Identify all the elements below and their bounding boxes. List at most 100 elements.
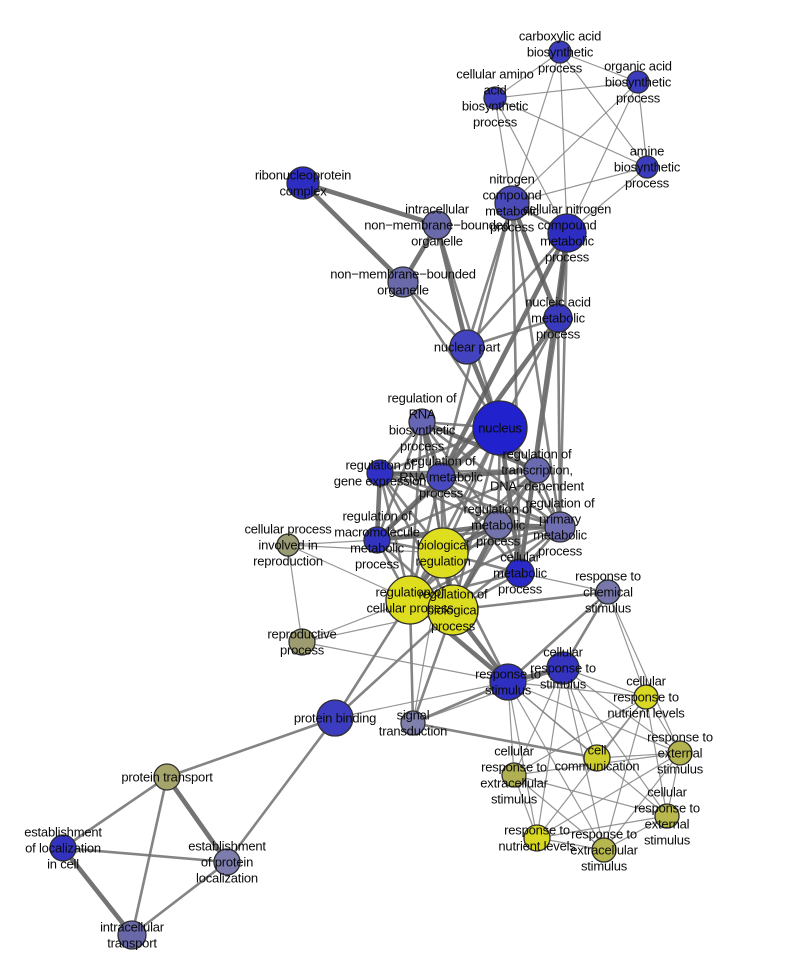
node-intranmb[interactable]: intracellular non-membrane-bounded organ… <box>422 210 452 240</box>
node-respext[interactable]: response to external stimulus <box>667 740 693 766</box>
edge-cpir-reprod <box>287 544 303 643</box>
edge-organic-cellnitro <box>566 81 639 234</box>
node-pb[interactable]: protein binding <box>316 699 354 737</box>
node-label-cellrespext: cellular response to external stimulus <box>634 785 700 848</box>
edge-carb-amine <box>559 51 648 168</box>
edge-cellmetab-respchem <box>519 572 609 593</box>
edge-cpir-regmacromol <box>287 539 378 546</box>
edge-intranmb-nucleus <box>435 223 502 430</box>
node-intratrans[interactable]: intracellular transport <box>117 920 147 950</box>
node-cellrespnutr[interactable]: cellular response to nutrient levels <box>633 684 659 710</box>
edge-respstim-respnutr <box>507 681 538 839</box>
edge-nitrogen-nucleicacid <box>509 200 561 321</box>
edge-carb-organic <box>559 51 639 83</box>
node-rnp[interactable]: ribonucleoprotein complex <box>286 166 320 200</box>
edge-regrnametab-regprimary <box>439 475 562 529</box>
edge-cellrespxcell-respxcell <box>513 774 605 851</box>
edge-respext-respxcell <box>603 752 681 851</box>
node-label-nmb: non−membrane−bounded organelle <box>330 267 476 298</box>
node-label-regmetab: regulation of metabolic process <box>464 502 534 549</box>
node-label-nuclearpart: nuclear part <box>434 340 501 355</box>
node-estprotloc[interactable]: establishment of protein localization <box>213 848 241 876</box>
edge-amino-cellnitro <box>494 97 568 234</box>
node-regprimary[interactable]: regulation of primary metabolic process <box>544 511 576 543</box>
node-regbio[interactable]: regulation of biological process <box>427 584 479 636</box>
node-respnutr[interactable]: response to nutrient levels <box>523 824 551 852</box>
node-label-nitrogen: nitrogen compound metabolic process <box>482 172 541 235</box>
edge-respchem-regbio <box>451 590 610 612</box>
node-cellnitro[interactable]: cellular nitrogen compound metabolic pro… <box>547 213 587 253</box>
node-label-reggeneexp: regulation of gene expression <box>334 458 426 489</box>
node-regrnabio[interactable]: regulation of RNA biosynthetic process <box>408 408 436 436</box>
node-label-pb: protein binding <box>294 711 376 726</box>
node-label-regmacromol: regulation of macromolecule metabolic proce… <box>334 509 420 572</box>
edge-cellnitro-regprimary <box>558 231 569 529</box>
edge-reggeneexp-regbio <box>378 471 455 612</box>
node-nucleus[interactable]: nucleus <box>472 400 528 456</box>
edge-amino-amine <box>494 97 648 168</box>
edge-carb-amino <box>494 51 561 99</box>
edge-st-bioreg <box>412 552 444 724</box>
node-label-rnp: ribonucleoprotein complex <box>255 168 351 199</box>
node-respxcell[interactable]: response to extracellular stimulus <box>591 837 617 863</box>
node-nmb[interactable]: non-membrane-bounded organelle <box>387 266 419 298</box>
node-label-respxcell: response to extracellular stimulus <box>570 827 638 874</box>
node-label-cellrespstim: cellular response to stimulus <box>530 645 596 692</box>
edge-nucleus-regcell <box>408 426 502 602</box>
edge-prottrans-estprotloc <box>164 774 230 865</box>
node-regmacromol[interactable]: regulation of macromolecule metabolic pr… <box>363 526 391 554</box>
node-carb[interactable]: carboxylic acid biosynthetic process <box>548 40 572 64</box>
node-amine[interactable]: amine biosynthetic process <box>635 155 659 179</box>
node-respchem[interactable]: response to chemical stimulus <box>595 579 621 605</box>
node-nuclearpart[interactable]: nuclear part <box>449 329 485 365</box>
edge-organic-amine <box>637 81 648 168</box>
node-label-amine: amine biosynthetic process <box>614 144 681 191</box>
edge-cpir-bioreg <box>287 544 444 554</box>
node-regrnametab[interactable]: regulation of RNA metabolic process <box>426 462 456 492</box>
node-label-respext: response to external stimulus <box>647 730 713 777</box>
edge-respext-cellcomm <box>596 752 681 759</box>
edge-regtransdna-regmacromol <box>375 468 539 542</box>
node-label-carb: carboxylic acid biosynthetic process <box>519 29 601 76</box>
node-reprod[interactable]: reproductive process <box>288 628 316 656</box>
edge-nucleicacid-regprimary <box>556 316 562 529</box>
node-cellcomm[interactable]: cell communication <box>583 744 611 772</box>
edges-layer <box>60 51 681 938</box>
edge-prottrans-pb <box>165 716 337 779</box>
node-bioreg[interactable]: biological regulation <box>417 527 469 579</box>
node-estlocincell[interactable]: establishment of localization in cell <box>49 834 77 862</box>
edge-rnp-nmb <box>300 180 406 285</box>
edge-regrnabio-regcell <box>408 420 424 602</box>
node-st[interactable]: signal transduction <box>400 710 426 736</box>
node-label-respchem: response to chemical stimulus <box>575 569 641 616</box>
node-label-cellrespnutr: cellular response to nutrient levels <box>607 674 685 721</box>
edge-amino-nitrogen <box>494 97 513 204</box>
edge-nitrogen-regprimary <box>510 201 562 529</box>
node-nucleicacid[interactable]: nucleic acid metabolic process <box>543 303 573 333</box>
edge-pb-regbio <box>333 608 455 720</box>
node-label-respnutr: response to nutrient levels <box>498 823 576 854</box>
edge-cellrespstim-cellrespxcell <box>513 667 564 776</box>
node-cellrespxcell[interactable]: cellular response to extracellular stimu… <box>501 762 527 788</box>
edge-nuclearpart-cellnitro <box>465 231 569 349</box>
edge-reggeneexp-regmetab <box>378 471 500 527</box>
node-regtransdna[interactable]: regulation of transcription, DNA-depende… <box>523 456 551 484</box>
labels-layer: carboxylic acid biosynthetic process organi… <box>24 29 713 951</box>
node-label-organic: organic acid biosynthetic process <box>604 59 672 106</box>
node-label-regtransdna: regulation of transcription, DNA−dependent <box>490 447 584 494</box>
node-reggeneexp[interactable]: regulation of gene expression <box>366 459 394 487</box>
node-nitrogen[interactable]: nitrogen compound metabolic process <box>494 185 530 221</box>
node-regmetab[interactable]: regulation of metabolic process <box>483 510 513 540</box>
node-cellmetab[interactable]: cellular metabolic process <box>505 558 535 588</box>
node-label-intratrans: intracellular transport <box>100 920 165 951</box>
node-cellrespext[interactable]: cellular response to external stimulus <box>654 803 680 829</box>
node-cellrespstim[interactable]: cellular response to stimulus <box>546 651 580 685</box>
node-prottrans[interactable]: protein transport <box>153 763 181 791</box>
node-amino[interactable]: cellular amino acid biosynthetic process <box>483 86 507 110</box>
node-respstim[interactable]: response to stimulus <box>489 663 527 701</box>
node-label-cellnitro: cellular nitrogen compound metabolic proces… <box>523 202 611 265</box>
node-cpir[interactable]: cellular process involved in reproductio… <box>276 533 300 557</box>
node-organic[interactable]: organic acid biosynthetic process <box>626 70 650 94</box>
edge-estprotloc-intratrans <box>130 860 229 937</box>
edge-cellrespnutr-respxcell <box>603 696 647 851</box>
